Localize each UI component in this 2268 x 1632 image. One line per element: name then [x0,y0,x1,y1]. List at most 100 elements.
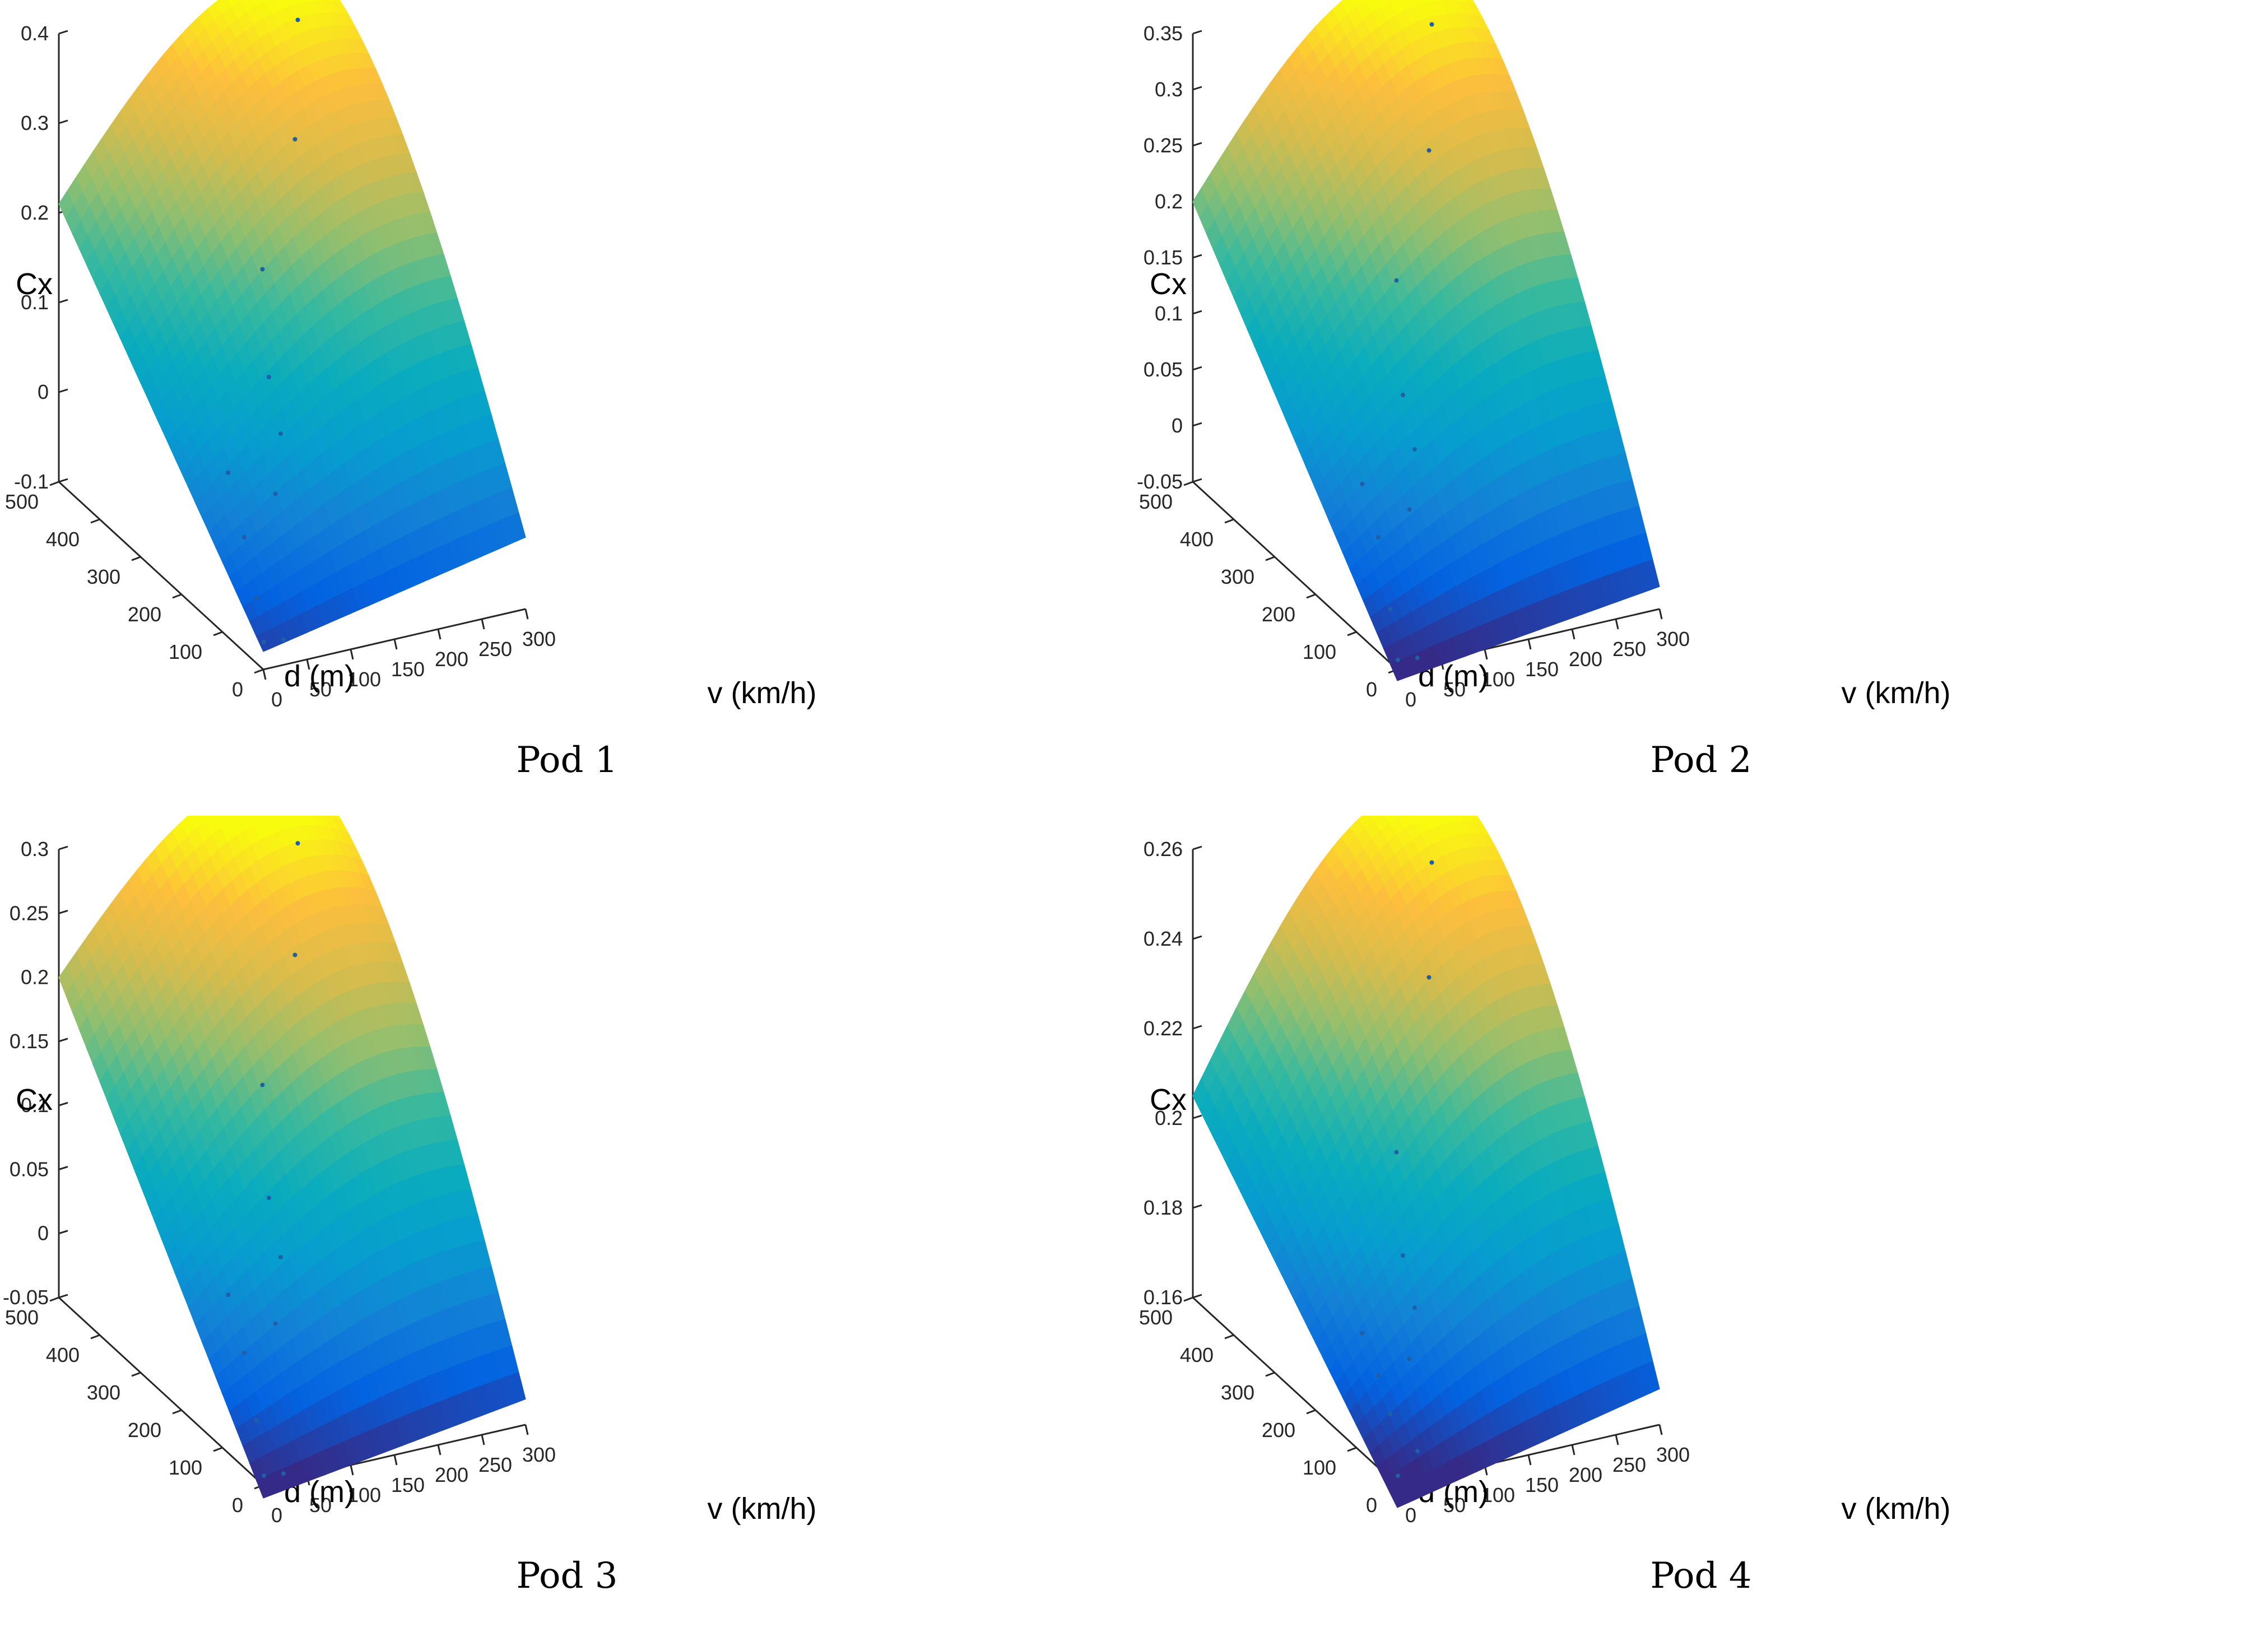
cx-tick-label: 0.15 [10,1030,49,1053]
d-tick [1183,481,1193,486]
sample-point [1401,393,1405,397]
sample-point [260,267,265,272]
sample-point [1401,1253,1405,1258]
v-tick-label: 250 [478,638,512,661]
panel-caption: Pod 1 [516,740,618,781]
cx-tick [1192,422,1202,427]
cx-axis-label: Cx [1150,1083,1187,1117]
sample-point [1426,975,1432,980]
cx-tick-label: -0.1 [14,470,49,493]
sample-point [260,1082,265,1087]
cx-tick [58,299,68,304]
cx-tick [58,1294,68,1299]
cx-tick-label: 0.1 [21,291,49,314]
cx-tick [1192,845,1202,850]
d-tick-label: 300 [87,1381,120,1404]
sample-point [278,1254,283,1259]
cx-tick-label: 0 [1172,414,1183,437]
d-tick [1224,1334,1234,1340]
surface-patch [1370,816,1381,821]
d-axis-line [58,1296,264,1486]
v-tick-label: 150 [391,658,425,681]
sample-point [254,596,259,601]
surface-plot-pod-3: 0 50 100 150 200 250 300 0 100 200 300 400 500-0.05 0… [3,816,817,1527]
panel-caption: Pod 3 [516,1555,618,1597]
v-tick [481,1434,485,1445]
cx-tick [1192,1114,1202,1119]
sample-point [1376,535,1381,540]
d-tick-label: 0 [232,1494,243,1517]
v-tick [1658,1424,1663,1435]
sample-point [1388,607,1393,612]
sample-point [267,375,271,379]
v-tick-label: 50 [309,678,332,701]
surface [58,816,526,1499]
cx-tick-label: 0.2 [1155,190,1183,213]
d-tick-label: 0 [232,678,243,701]
cx-tick-label: 0.1 [1155,302,1183,325]
cx-tick-label: 0.2 [21,966,49,989]
cx-tick-label: 0.05 [1144,358,1183,381]
sample-point [254,1418,259,1423]
v-tick-label: 150 [1525,1473,1559,1496]
v-tick-label: 100 [347,668,381,691]
sample-point [292,952,298,957]
d-tick [213,631,223,636]
panel-caption: Pod 4 [1650,1555,1752,1597]
cx-tick-label: 0 [38,1222,49,1245]
d-tick [131,1371,141,1377]
sample-point [1360,1331,1365,1336]
v-axis-label: v (km/h) [708,1492,817,1526]
cx-tick-label: 0 [38,380,49,403]
cx-tick [1192,142,1202,147]
sample-point [1396,658,1400,662]
v-tick-label: 0 [1405,1504,1416,1527]
cx-tick [1192,30,1202,35]
d-tick [1306,593,1316,599]
surface-patch [509,512,526,542]
cx-tick [1192,1204,1202,1209]
d-axis-line [1192,1296,1398,1486]
sample-point [295,841,300,846]
v-axis-label: v (km/h) [708,676,817,710]
v-tick-label: 100 [347,1484,381,1507]
chart-panel-pod-1: 0 50 100 150 200 250 300 0 100 200 300 400 500 -0.1 0 0… [0,0,1134,816]
cx-tick [58,119,68,124]
d-axis-line [1192,481,1398,671]
sample-point [281,1471,286,1476]
cx-tick-label: 0.35 [1144,22,1183,45]
v-tick-label: 150 [1525,658,1559,681]
cx-tick [58,388,68,393]
sample-points [1360,22,1434,662]
surface [1192,0,1660,681]
d-tick-label: 300 [1221,565,1254,588]
v-tick-label: 0 [271,1504,282,1527]
v-tick-label: 200 [1569,1463,1602,1486]
sample-point [295,17,300,22]
d-tick [1265,1371,1275,1377]
v-tick [393,1454,398,1466]
v-tick [350,649,354,660]
v-tick [1527,1454,1532,1466]
sample-point [262,1473,266,1478]
v-tick-label: 300 [522,627,556,650]
chart-panel-pod-2: 0 50 100 150 200 250 300 0 100 200 300 400 500 -0.05 0… [1134,0,2268,816]
surface-plot-pod-2: 0 50 100 150 200 250 300 0 100 200 300 400 500-0.05 0… [1137,0,1951,711]
cx-tick [1192,254,1202,259]
d-tick [1347,631,1357,636]
cx-axis-label: Cx [1150,267,1187,301]
cx-tick-label: 0.25 [1144,134,1183,157]
cx-tick-label: 0.15 [1144,246,1183,269]
v-tick-label: 50 [1443,1494,1466,1517]
sample-point [226,470,231,475]
v-tick-label: 100 [1481,668,1515,691]
v-tick [1571,629,1575,640]
cx-tick [58,909,68,914]
surface-plot-pod-1: 0 50 100 150 200 250 300 0 100 200 300 400 500-0.1 0 0… [5,0,817,711]
d-tick-label: 200 [1262,603,1295,626]
d-tick-label: 500 [5,490,39,513]
sample-point [262,640,266,644]
d-tick-label: 400 [46,1343,80,1366]
sample-point [273,491,278,496]
sample-points [1360,860,1434,1478]
